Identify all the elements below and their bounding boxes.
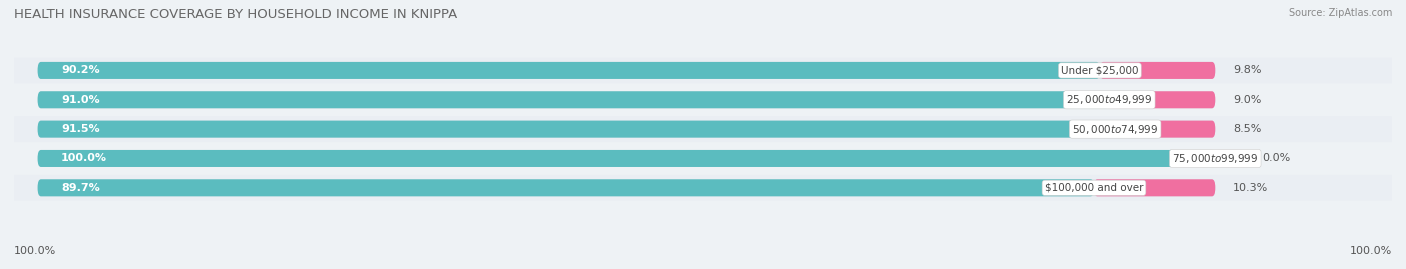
FancyBboxPatch shape	[14, 116, 1392, 142]
FancyBboxPatch shape	[38, 91, 1109, 108]
Text: 89.7%: 89.7%	[62, 183, 100, 193]
Text: 0.0%: 0.0%	[1263, 154, 1291, 164]
FancyBboxPatch shape	[1094, 179, 1215, 196]
Text: 9.0%: 9.0%	[1233, 95, 1261, 105]
Text: Source: ZipAtlas.com: Source: ZipAtlas.com	[1288, 8, 1392, 18]
FancyBboxPatch shape	[14, 87, 1392, 113]
FancyBboxPatch shape	[38, 179, 1215, 196]
FancyBboxPatch shape	[1109, 91, 1215, 108]
FancyBboxPatch shape	[14, 146, 1392, 171]
FancyBboxPatch shape	[1115, 121, 1215, 138]
FancyBboxPatch shape	[38, 121, 1115, 138]
FancyBboxPatch shape	[38, 91, 1215, 108]
Text: 90.2%: 90.2%	[62, 65, 100, 75]
FancyBboxPatch shape	[38, 62, 1215, 79]
Text: 91.0%: 91.0%	[62, 95, 100, 105]
FancyBboxPatch shape	[14, 175, 1392, 201]
Text: 9.8%: 9.8%	[1233, 65, 1261, 75]
FancyBboxPatch shape	[38, 179, 1094, 196]
Text: HEALTH INSURANCE COVERAGE BY HOUSEHOLD INCOME IN KNIPPA: HEALTH INSURANCE COVERAGE BY HOUSEHOLD I…	[14, 8, 457, 21]
Text: $75,000 to $99,999: $75,000 to $99,999	[1173, 152, 1258, 165]
Text: $100,000 and over: $100,000 and over	[1045, 183, 1143, 193]
Text: Under $25,000: Under $25,000	[1062, 65, 1139, 75]
FancyBboxPatch shape	[1099, 62, 1215, 79]
Text: 8.5%: 8.5%	[1233, 124, 1261, 134]
FancyBboxPatch shape	[38, 150, 1215, 167]
Text: $25,000 to $49,999: $25,000 to $49,999	[1066, 93, 1153, 106]
FancyBboxPatch shape	[38, 121, 1215, 138]
Text: $50,000 to $74,999: $50,000 to $74,999	[1071, 123, 1159, 136]
FancyBboxPatch shape	[38, 150, 1215, 167]
FancyBboxPatch shape	[38, 62, 1099, 79]
Text: 100.0%: 100.0%	[62, 154, 107, 164]
Text: 10.3%: 10.3%	[1233, 183, 1268, 193]
Text: 100.0%: 100.0%	[1350, 246, 1392, 256]
FancyBboxPatch shape	[1215, 150, 1244, 167]
Text: 100.0%: 100.0%	[14, 246, 56, 256]
FancyBboxPatch shape	[14, 58, 1392, 83]
Text: 91.5%: 91.5%	[62, 124, 100, 134]
